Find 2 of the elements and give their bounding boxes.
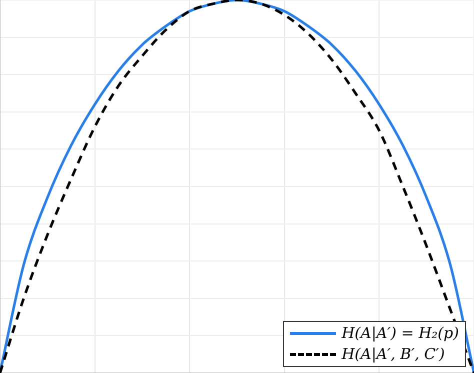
legend-label: H(A|A′, B′, C′): [342, 344, 445, 365]
legend-label: H(A|A′) = H₂(p): [342, 323, 459, 344]
